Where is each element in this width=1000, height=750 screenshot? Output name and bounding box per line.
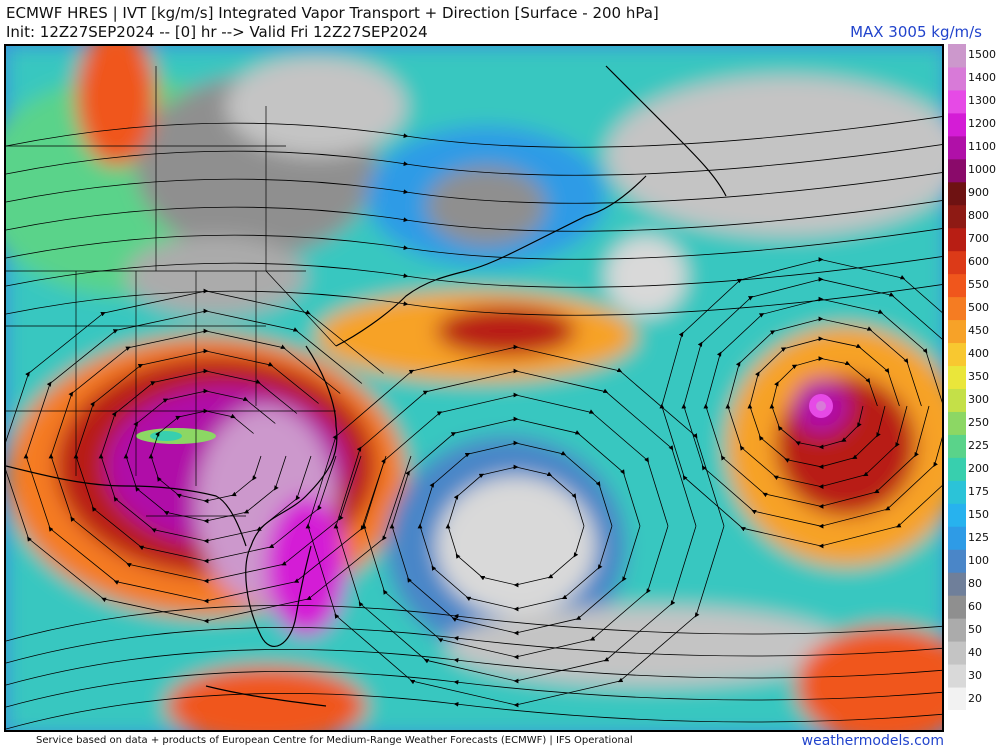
- colorbar-labels: 20 30 40 50 60 80 100 125 150 175 200 225 250 300 350 4…: [968, 44, 1000, 710]
- colorbar-label: 1000: [968, 163, 996, 177]
- colorbar-label: 900: [968, 186, 989, 200]
- header: ECMWF HRES | IVT [kg/m/s] Integrated Vap…: [0, 0, 1000, 44]
- streamline: [6, 627, 942, 664]
- colorbar-swatch: [948, 158, 966, 183]
- streamline: [6, 649, 942, 686]
- colorbar-swatch: [948, 641, 966, 665]
- colorbar-label: 1500: [968, 48, 996, 62]
- colorbar-swatch: [948, 112, 966, 137]
- colorbar-swatch: [948, 181, 966, 206]
- streamline: [6, 228, 942, 260]
- colorbar-label: 800: [968, 209, 989, 223]
- colorbar-label: 80: [968, 576, 982, 590]
- colorbar-swatch: [948, 204, 966, 229]
- map-subtitle: Init: 12Z27SEP2024 -- [0] hr --> Valid F…: [6, 23, 428, 41]
- colorbar-label: 200: [968, 461, 989, 475]
- streamlines: [6, 116, 942, 730]
- colorbar-label: 400: [968, 347, 989, 361]
- colorbar-swatch: [948, 480, 966, 504]
- streamline: [6, 144, 942, 176]
- max-value-label: MAX 3005 kg/m/s: [850, 23, 982, 41]
- colorbar-label: 1400: [968, 71, 996, 85]
- colorbar-label: 1300: [968, 94, 996, 108]
- colorbar-label: 150: [968, 507, 989, 521]
- colorbar-label: 600: [968, 255, 989, 269]
- colorbar-label: 700: [968, 232, 989, 246]
- colorbar-label: 550: [968, 278, 989, 292]
- colorbar-swatch: [948, 618, 966, 642]
- colorbar-swatch: [948, 250, 966, 275]
- ivt-map: [6, 46, 942, 730]
- colorbar-label: 300: [968, 392, 989, 406]
- colorbar-label: 125: [968, 530, 989, 544]
- streamline: [6, 605, 942, 642]
- ivt-shading: [6, 46, 942, 730]
- map-panel: [4, 44, 944, 732]
- streamline: [6, 172, 942, 204]
- colorbar-swatch: [948, 526, 966, 550]
- streamline: [6, 693, 942, 730]
- colorbar-swatch: [948, 457, 966, 481]
- colorbar-swatch: [948, 227, 966, 252]
- streamline: [6, 116, 942, 148]
- colorbar-swatch: [948, 549, 966, 573]
- colorbar-swatch: [948, 388, 966, 412]
- streamline: [6, 288, 412, 624]
- colorbar-label: 500: [968, 301, 989, 315]
- colorbar-label: 175: [968, 484, 989, 498]
- colorbar-swatch: [948, 411, 966, 435]
- colorbar-swatch: [948, 595, 966, 619]
- colorbar-label: 450: [968, 324, 989, 338]
- cyclone-eye-marker: [136, 428, 216, 444]
- colorbar-swatch: [948, 273, 966, 298]
- colorbar-swatch: [948, 365, 966, 389]
- colorbar-label: 60: [968, 599, 982, 613]
- colorbar-swatch: [948, 687, 966, 710]
- colorbar-label: 350: [968, 370, 989, 383]
- colorbar-swatch: [948, 503, 966, 527]
- colorbar-label: 225: [968, 438, 989, 452]
- cyclone-eye-marker: [809, 394, 833, 418]
- colorbar-swatch: [948, 44, 966, 68]
- colorbar-swatch: [948, 342, 966, 367]
- colorbar-label: 50: [968, 622, 982, 636]
- colorbar-swatch: [948, 434, 966, 458]
- colorbar-swatch: [948, 135, 966, 160]
- colorbar-swatch: [948, 66, 966, 91]
- colorbar-label: 40: [968, 645, 982, 659]
- colorbar: [948, 44, 966, 710]
- colorbar-swatch: [948, 664, 966, 688]
- colorbar-swatch: [948, 319, 966, 344]
- streamline: [6, 256, 942, 288]
- colorbar-label: 20: [968, 691, 982, 705]
- footer: Service based on data + products of Euro…: [0, 732, 1000, 750]
- streamline: [6, 200, 942, 232]
- brand-link[interactable]: weathermodels.com: [801, 733, 944, 749]
- data-credit: Service based on data + products of Euro…: [36, 735, 633, 746]
- colorbar-label: 250: [968, 415, 989, 429]
- colorbar-label: 30: [968, 668, 982, 682]
- colorbar-label: 1100: [968, 140, 996, 154]
- colorbar-label: 100: [968, 553, 989, 567]
- colorbar-swatch: [948, 89, 966, 114]
- colorbar-swatch: [948, 572, 966, 596]
- streamline: [6, 284, 942, 316]
- colorbar-swatch: [948, 296, 966, 321]
- map-title: ECMWF HRES | IVT [kg/m/s] Integrated Vap…: [6, 4, 659, 22]
- colorbar-label: 1200: [968, 117, 996, 131]
- streamline: [6, 671, 942, 708]
